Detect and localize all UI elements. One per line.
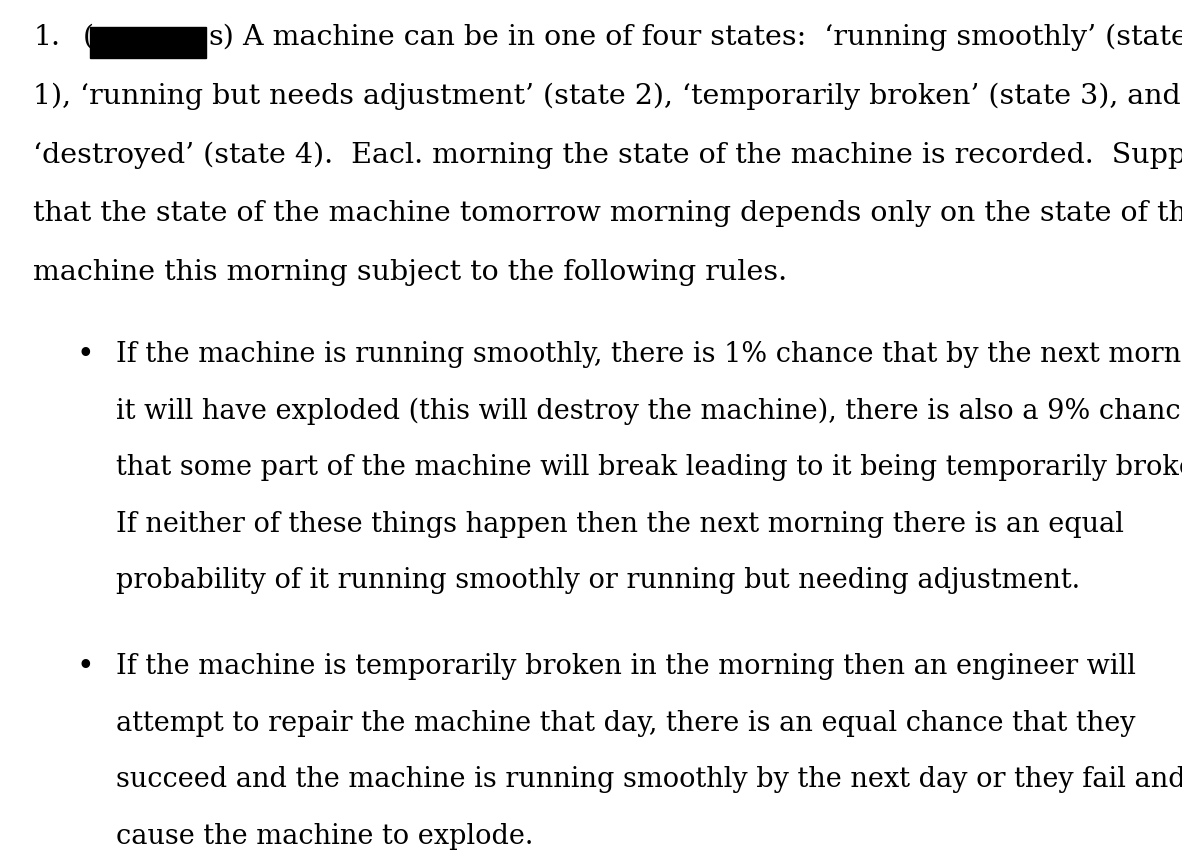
Text: succeed and the machine is running smoothly by the next day or they fail and: succeed and the machine is running smoot…	[116, 766, 1182, 794]
Text: If the machine is running smoothly, there is 1% chance that by the next morning: If the machine is running smoothly, ther…	[116, 341, 1182, 368]
Text: 1), ‘running but needs adjustment’ (state 2), ‘temporarily broken’ (state 3), an: 1), ‘running but needs adjustment’ (stat…	[33, 83, 1181, 110]
Text: If the machine is temporarily broken in the morning then an engineer will: If the machine is temporarily broken in …	[116, 653, 1136, 680]
Text: that some part of the machine will break leading to it being temporarily broken.: that some part of the machine will break…	[116, 454, 1182, 481]
Text: it will have exploded (this will destroy the machine), there is also a 9% chance: it will have exploded (this will destroy…	[116, 398, 1182, 425]
Text: cause the machine to explode.: cause the machine to explode.	[116, 823, 533, 850]
Text: •: •	[77, 653, 95, 681]
Text: (: (	[83, 24, 93, 51]
Text: probability of it running smoothly or running but needing adjustment.: probability of it running smoothly or ru…	[116, 567, 1080, 594]
Text: 1.: 1.	[33, 24, 60, 51]
Text: ‘destroyed’ (state 4).  Eacl. morning the state of the machine is recorded.  Sup: ‘destroyed’ (state 4). Eacl. morning the…	[33, 141, 1182, 169]
FancyBboxPatch shape	[90, 27, 206, 58]
Text: machine this morning subject to the following rules.: machine this morning subject to the foll…	[33, 259, 787, 286]
Text: that the state of the machine ​tomorrow morning depends only on the state of the: that the state of the machine ​tomorrow …	[33, 201, 1182, 227]
Text: If neither of these things happen then the next morning there is an equal: If neither of these things happen then t…	[116, 511, 1124, 537]
Text: A machine can be in one of four states:  ‘running smoothly’ (state: A machine can be in one of four states: …	[234, 24, 1182, 51]
Text: s): s)	[208, 24, 234, 51]
Text: •: •	[77, 341, 95, 369]
Text: attempt to repair the machine that day, there is an equal chance that they: attempt to repair the machine that day, …	[116, 710, 1136, 737]
